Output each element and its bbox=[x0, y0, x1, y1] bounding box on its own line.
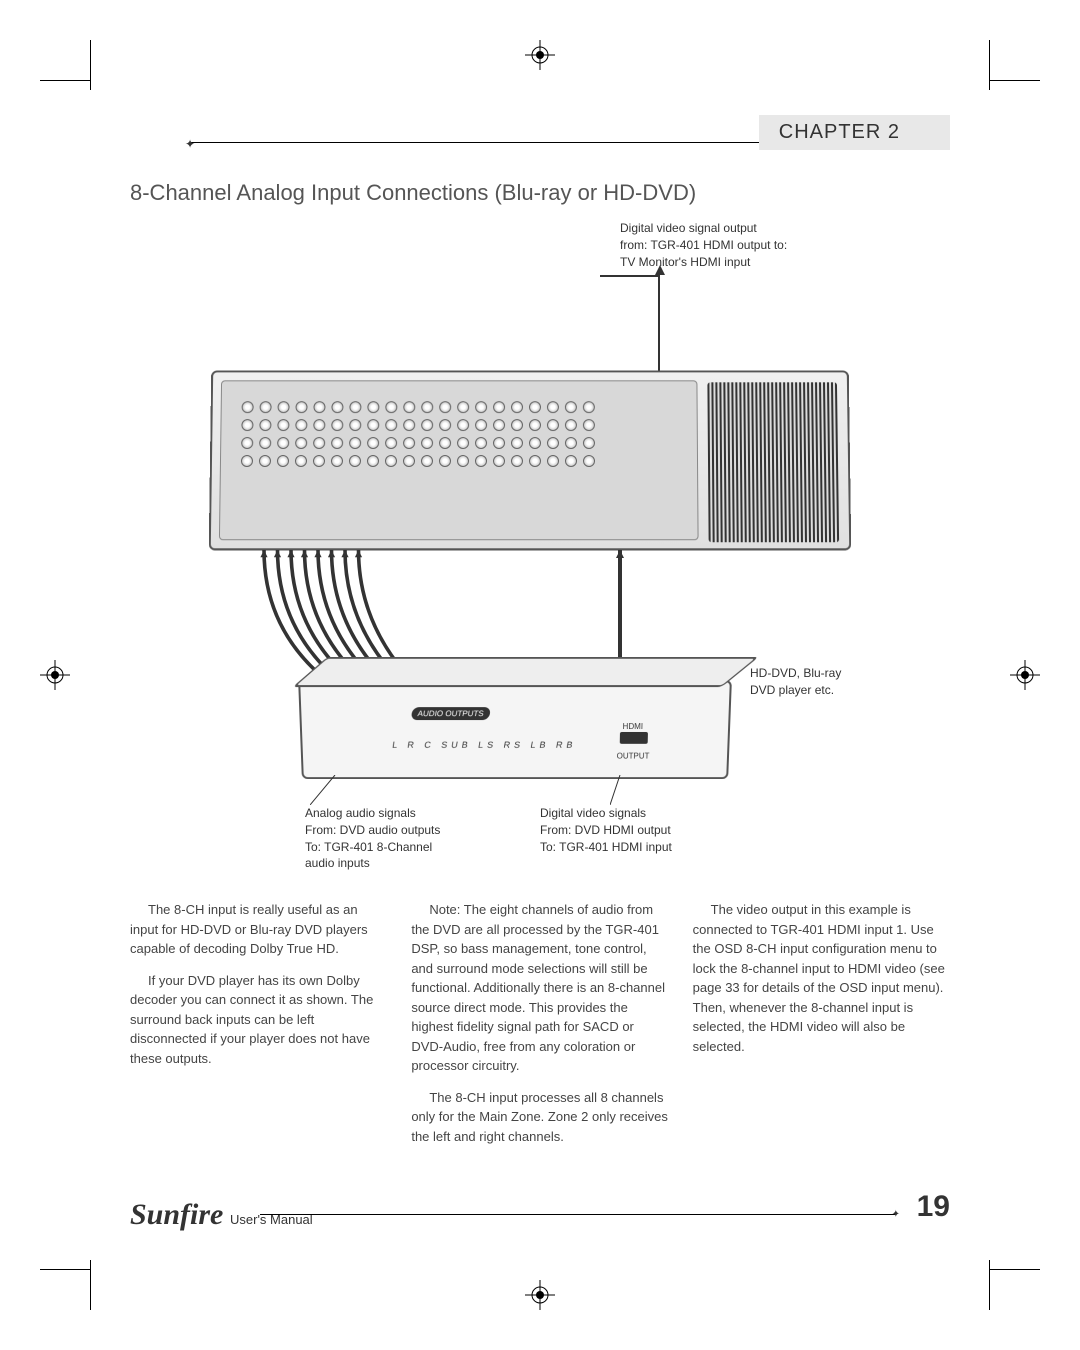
annotation-text: HD-DVD, Blu-ray DVD player etc. bbox=[750, 665, 910, 699]
footer-rule bbox=[260, 1214, 895, 1215]
header-star-icon: ✦ bbox=[185, 137, 195, 151]
player-outputs-label: AUDIO OUTPUTS bbox=[411, 707, 491, 720]
column-3: The video output in this example is conn… bbox=[693, 900, 950, 1158]
annotation-text: Digital video signals bbox=[540, 805, 740, 822]
chapter-label: CHAPTER 2 bbox=[759, 115, 950, 150]
page-number: 19 bbox=[917, 1190, 950, 1224]
annotation-text: To: TGR-401 HDMI input bbox=[540, 839, 740, 856]
receiver-heatsink bbox=[707, 382, 839, 542]
receiver-rear-panel bbox=[219, 380, 699, 540]
footer-star-icon: ✦ bbox=[892, 1209, 900, 1220]
crop-mark bbox=[90, 40, 91, 90]
player-hdmi-port-icon bbox=[620, 732, 648, 744]
hdmi-out-line bbox=[600, 275, 660, 375]
crop-mark bbox=[989, 40, 990, 90]
annotation-text: Analog audio signals bbox=[305, 805, 505, 822]
annotation-text: Digital video signal output from: TGR-40… bbox=[620, 220, 860, 270]
annotation-text: audio inputs bbox=[305, 855, 505, 872]
column-1: The 8-CH input is really useful as an in… bbox=[130, 900, 387, 1158]
connection-diagram: Digital video signal output from: TGR-40… bbox=[170, 220, 910, 860]
annotation-text: From: DVD audio outputs bbox=[305, 822, 505, 839]
registration-mark-icon bbox=[525, 1280, 555, 1310]
annotation-analog-signals: Analog audio signals From: DVD audio out… bbox=[305, 805, 505, 872]
player-output-label: OUTPUT bbox=[617, 752, 650, 761]
player-top-panel bbox=[292, 657, 759, 687]
registration-mark-icon bbox=[525, 40, 555, 70]
paragraph: Note: The eight channels of audio from t… bbox=[411, 900, 668, 1076]
annotation-digital-signals: Digital video signals From: DVD HDMI out… bbox=[540, 805, 740, 855]
crop-mark bbox=[989, 1260, 990, 1310]
annotation-hdmi-out: Digital video signal output from: TGR-40… bbox=[620, 220, 860, 270]
paragraph: The 8-CH input is really useful as an in… bbox=[130, 900, 387, 959]
annotation-text: To: TGR-401 8-Channel bbox=[305, 839, 505, 856]
registration-mark-icon bbox=[40, 660, 70, 690]
column-2: Note: The eight channels of audio from t… bbox=[411, 900, 668, 1158]
player-illustration: AUDIO OUTPUTS L R C SUB LS RS LB RB HDMI… bbox=[298, 680, 732, 779]
hdmi-out-arrowhead-icon bbox=[655, 265, 665, 275]
callout-line-left bbox=[310, 775, 340, 805]
paragraph: The 8-CH input processes all 8 channels … bbox=[411, 1088, 668, 1147]
body-columns: The 8-CH input is really useful as an in… bbox=[130, 900, 950, 1158]
footer-brand: Sunfire bbox=[130, 1198, 223, 1232]
crop-mark bbox=[40, 80, 90, 81]
player-channel-labels: L R C SUB LS RS LB RB bbox=[392, 740, 578, 750]
crop-mark bbox=[90, 1260, 91, 1310]
registration-mark-icon bbox=[1010, 660, 1040, 690]
crop-mark bbox=[990, 1269, 1040, 1270]
receiver-jacks-grid bbox=[240, 401, 597, 505]
paragraph: If your DVD player has its own Dolby dec… bbox=[130, 971, 387, 1069]
crop-mark bbox=[990, 80, 1040, 81]
receiver-illustration bbox=[209, 370, 852, 550]
section-title: 8-Channel Analog Input Connections (Blu-… bbox=[130, 180, 696, 206]
callout-line-right bbox=[610, 775, 640, 805]
annotation-text: From: DVD HDMI output bbox=[540, 822, 740, 839]
annotation-player: HD-DVD, Blu-ray DVD player etc. bbox=[750, 665, 910, 699]
page-footer: Sunfire User's Manual ✦ 19 bbox=[130, 1190, 950, 1230]
player-hdmi-label: HDMI bbox=[623, 722, 644, 731]
crop-mark bbox=[40, 1269, 90, 1270]
paragraph: The video output in this example is conn… bbox=[693, 900, 950, 1056]
